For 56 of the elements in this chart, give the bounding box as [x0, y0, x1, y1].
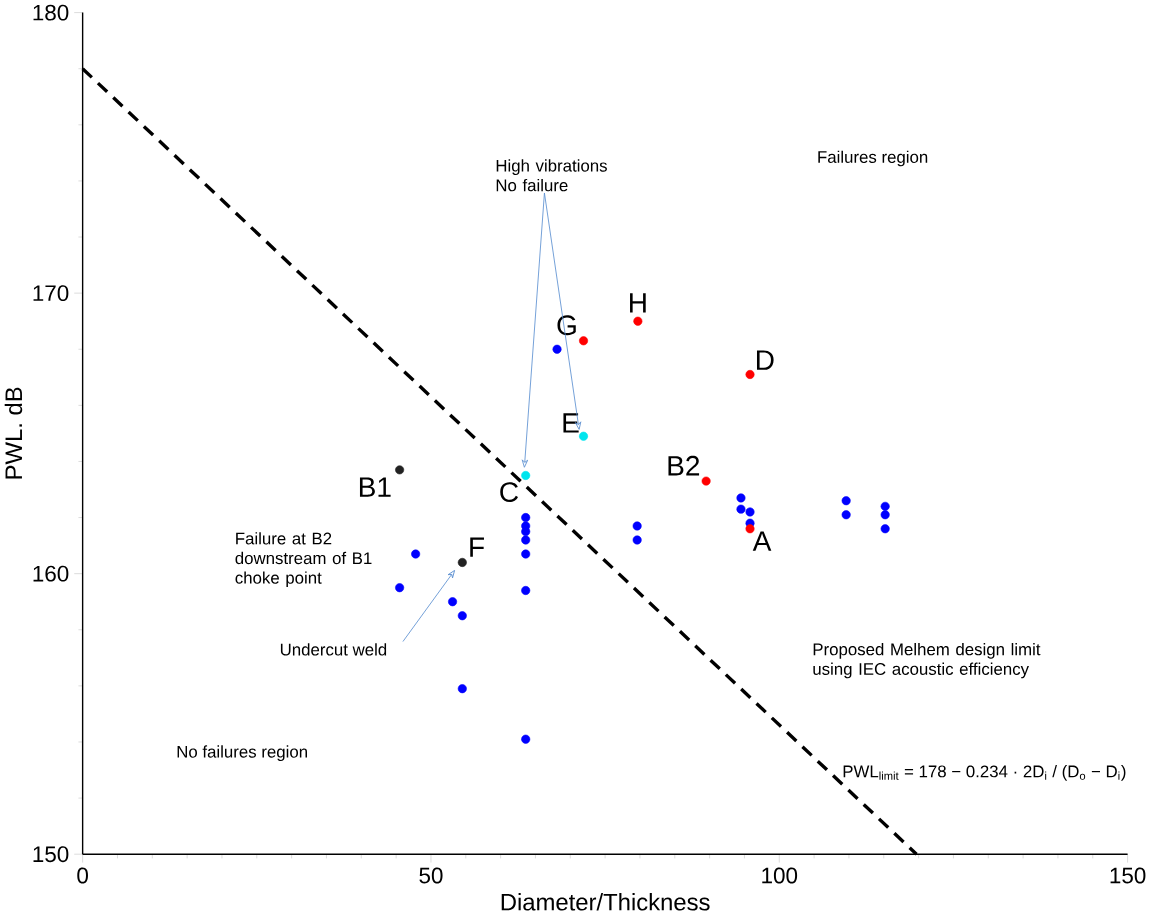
- y-tick-label: 160: [33, 565, 69, 582]
- point: [552, 344, 562, 354]
- x-tick-label: 50: [419, 867, 443, 884]
- point: [633, 316, 643, 326]
- y-axis-title: PWL. dB: [4, 387, 23, 479]
- point: [841, 510, 851, 520]
- point: [521, 535, 531, 545]
- x-tick-label: 0: [77, 867, 88, 884]
- x-tick-label: 150: [1110, 867, 1146, 884]
- point: [395, 583, 405, 593]
- text: PWL$_{limit}$ = 178 − 0.234 · 2D$_{i}$ / (D$_{o}$ − D$_{i}$): [843, 764, 1126, 781]
- point: [448, 597, 458, 607]
- point: [521, 512, 531, 522]
- point: [521, 585, 531, 595]
- y-tick-label: 150: [33, 846, 69, 863]
- annotation: Proposed Melhem design limit using IEC acoustic efficiency: [813, 642, 1041, 679]
- point: [521, 549, 531, 559]
- point: [395, 465, 405, 475]
- x-axis-title: Diameter/Thickness: [501, 892, 710, 911]
- point: [880, 510, 890, 520]
- point: [736, 504, 746, 514]
- annotation: No failures region: [177, 745, 307, 761]
- point: [579, 431, 589, 441]
- y-tick-label: 180: [33, 4, 69, 21]
- annotation: Failure at B2 downstream of B1 choke point: [235, 532, 372, 587]
- annotation: D: [756, 350, 774, 370]
- point: [521, 734, 531, 744]
- point: [745, 369, 755, 379]
- x-tick-label: 100: [762, 867, 798, 884]
- annotation: A: [752, 531, 772, 551]
- point: [632, 521, 642, 531]
- point: [411, 549, 421, 559]
- annotation: C: [500, 482, 518, 502]
- annotation: B2: [668, 455, 700, 476]
- annotation: Undercut weld: [280, 643, 387, 656]
- point: [457, 611, 467, 621]
- point: [736, 493, 746, 503]
- annotation: G: [557, 315, 576, 336]
- point: [701, 476, 711, 486]
- point: [457, 684, 467, 694]
- annotation: E: [563, 413, 579, 433]
- y-tick-label: 170: [33, 285, 69, 301]
- point: [880, 524, 890, 534]
- point: [521, 470, 531, 480]
- point: [880, 501, 890, 511]
- annotation: B1: [359, 477, 391, 497]
- point: [632, 535, 642, 545]
- point: [579, 336, 589, 346]
- annotation: Failures region: [818, 150, 928, 167]
- annotation: F: [470, 537, 484, 557]
- annotation: H: [630, 293, 646, 313]
- point: [841, 496, 851, 506]
- point: [457, 557, 467, 567]
- point: [745, 507, 755, 517]
- point: [745, 524, 755, 534]
- annotation: High vibrations No failure: [496, 159, 607, 192]
